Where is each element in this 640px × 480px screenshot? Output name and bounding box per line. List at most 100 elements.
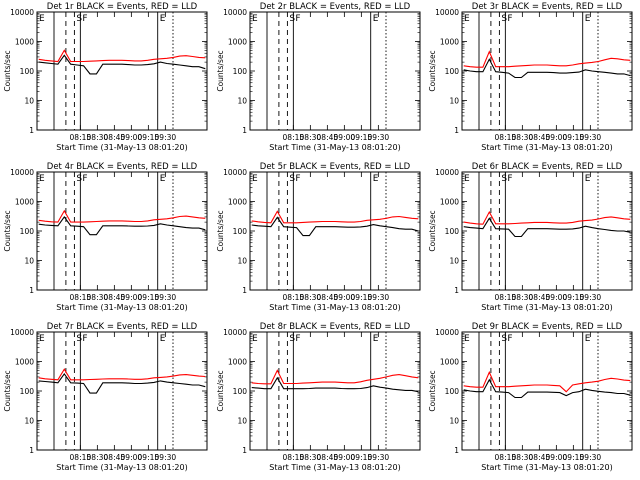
detector-panel: Det 6r BLACK = Events, RED = LLD 1 10 100 10… <box>428 162 633 312</box>
panel-title: Det 1r BLACK = Events, RED = LLD <box>47 2 198 12</box>
x-tick-label: 09:15 <box>563 453 585 462</box>
y-tick-label: 100 <box>233 387 248 396</box>
event-marker-label: F <box>507 334 512 344</box>
y-tick-label: 1000 <box>228 198 247 207</box>
series-line <box>463 217 631 238</box>
plot-frame <box>461 11 633 131</box>
event-marker-label: E <box>585 174 591 184</box>
x-tick-label: 08:30 <box>512 133 534 142</box>
plot-frame <box>249 171 421 291</box>
y-axis-label: Counts/sec <box>216 370 225 411</box>
x-tick-label: 08:15 <box>70 453 92 462</box>
event-marker-label: F <box>507 14 512 24</box>
x-tick-label: 09:30 <box>368 133 390 142</box>
x-tick-label: 09:15 <box>138 293 160 302</box>
event-marker-label: F <box>507 174 512 184</box>
panel-title: Det 7r BLACK = Events, RED = LLD <box>47 322 198 332</box>
y-tick-label: 10 <box>24 257 34 266</box>
y-tick-label: 1000 <box>440 198 459 207</box>
x-tick-label: 09:00 <box>121 133 143 142</box>
x-tick-label: 09:00 <box>334 293 356 302</box>
event-marker-label: S <box>289 334 295 344</box>
x-tick-label: 09:15 <box>351 293 373 302</box>
y-axis-label: Counts/sec <box>3 370 12 411</box>
y-tick-label: 10000 <box>223 328 247 337</box>
series-line <box>251 376 419 393</box>
plot-frame <box>249 331 421 451</box>
x-tick-label: 08:30 <box>300 453 322 462</box>
x-axis-label: Start Time (31-May-13 08:01:20) <box>56 143 187 152</box>
y-axis-label: Counts/sec <box>3 210 12 251</box>
event-marker-label: E <box>160 174 166 184</box>
series-line <box>251 369 419 385</box>
event-marker-label: S <box>76 334 82 344</box>
x-tick-label: 09:00 <box>334 133 356 142</box>
event-marker-label: E <box>464 14 470 24</box>
x-tick-label: 08:15 <box>283 293 305 302</box>
x-axis-label: Start Time (31-May-13 08:01:20) <box>481 303 612 312</box>
x-axis-label: Start Time (31-May-13 08:01:20) <box>269 463 400 472</box>
x-tick-label: 09:00 <box>546 453 568 462</box>
y-tick-label: 10 <box>24 97 34 106</box>
x-tick-label: 08:45 <box>529 133 551 142</box>
series-line <box>251 216 419 237</box>
series-line <box>251 210 419 224</box>
x-tick-label: 08:45 <box>104 133 126 142</box>
y-tick-label: 1000 <box>15 358 34 367</box>
x-tick-label: 09:15 <box>138 133 160 142</box>
detector-panel: Det 1r BLACK = Events, RED = LLD 1 10 100 10… <box>3 2 208 152</box>
y-tick-label: 10 <box>237 257 247 266</box>
y-tick-label: 1000 <box>440 358 459 367</box>
x-tick-label: 08:45 <box>317 453 339 462</box>
x-axis-label: Start Time (31-May-13 08:01:20) <box>56 303 187 312</box>
x-tick-label: 09:15 <box>351 133 373 142</box>
panel-title: Det 9r BLACK = Events, RED = LLD <box>472 322 623 332</box>
y-tick-label: 1 <box>242 446 247 455</box>
panel-title: Det 2r BLACK = Events, RED = LLD <box>260 2 411 12</box>
y-tick-label: 1 <box>454 286 459 295</box>
y-axis-label: Counts/sec <box>3 50 12 91</box>
x-tick-label: 09:00 <box>121 453 143 462</box>
series-line <box>463 50 631 68</box>
x-tick-label: 08:15 <box>283 453 305 462</box>
panel-title: Det 5r BLACK = Events, RED = LLD <box>260 162 411 172</box>
event-marker-label: E <box>585 14 591 24</box>
x-tick-label: 08:15 <box>495 453 517 462</box>
x-tick-label: 09:15 <box>351 453 373 462</box>
event-marker-label: F <box>295 174 300 184</box>
panel-title: Det 6r BLACK = Events, RED = LLD <box>472 162 623 172</box>
y-tick-label: 100 <box>233 227 248 236</box>
event-marker-label: E <box>160 14 166 24</box>
series-line <box>38 54 206 75</box>
event-marker-label: F <box>295 334 300 344</box>
y-tick-label: 1 <box>454 446 459 455</box>
y-tick-label: 1000 <box>15 38 34 47</box>
event-marker-label: S <box>76 174 82 184</box>
x-tick-label: 08:30 <box>300 133 322 142</box>
event-marker-label: E <box>464 174 470 184</box>
y-tick-label: 10000 <box>435 328 459 337</box>
x-tick-label: 09:30 <box>155 133 177 142</box>
event-marker-label: S <box>289 174 295 184</box>
y-axis-label: Counts/sec <box>428 210 437 251</box>
x-tick-label: 09:00 <box>546 293 568 302</box>
y-tick-label: 1000 <box>15 198 34 207</box>
x-tick-label: 09:30 <box>368 293 390 302</box>
event-marker-label: E <box>585 334 591 344</box>
y-axis-label: Counts/sec <box>428 370 437 411</box>
x-tick-label: 09:00 <box>121 293 143 302</box>
event-marker-label: E <box>39 14 45 24</box>
detector-panel: Det 3r BLACK = Events, RED = LLD 1 10 100 10… <box>428 2 633 152</box>
event-marker-label: S <box>501 334 507 344</box>
y-tick-label: 10 <box>449 257 459 266</box>
y-tick-label: 100 <box>445 387 460 396</box>
y-tick-label: 100 <box>445 227 460 236</box>
y-tick-label: 10000 <box>10 8 34 17</box>
x-tick-label: 08:45 <box>529 453 551 462</box>
x-tick-label: 08:45 <box>104 293 126 302</box>
y-tick-label: 10000 <box>435 8 459 17</box>
series-line <box>463 370 631 393</box>
event-marker-label: E <box>252 174 258 184</box>
event-marker-label: F <box>82 14 87 24</box>
